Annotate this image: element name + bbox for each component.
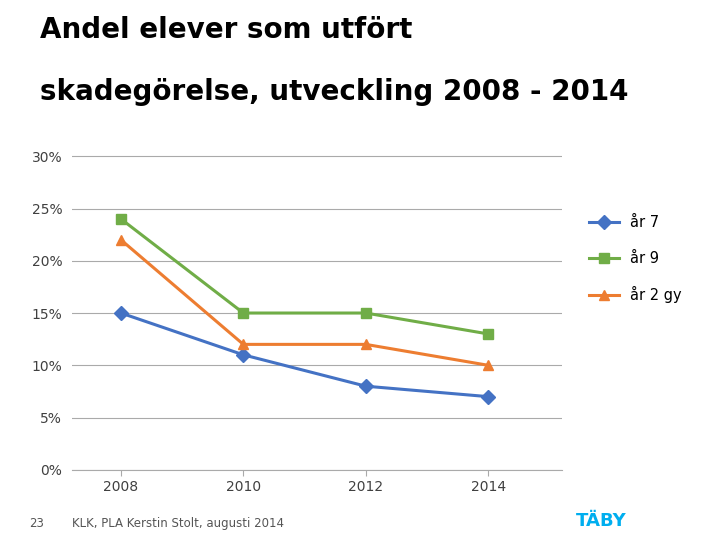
Text: 23: 23 [29, 517, 44, 530]
år 2 gy [361, 341, 370, 348]
år 2 gy [117, 237, 125, 243]
år 9 [484, 330, 492, 337]
Text: TÄBY: TÄBY [576, 512, 626, 530]
år 9 [361, 310, 370, 316]
år 2 gy [239, 341, 248, 348]
år 7 [361, 383, 370, 389]
Text: skadegörelse, utveckling 2008 - 2014: skadegörelse, utveckling 2008 - 2014 [40, 78, 628, 106]
år 7 [484, 394, 492, 400]
år 9 [117, 215, 125, 222]
år 7 [239, 352, 248, 358]
Line: år 2 gy: år 2 gy [116, 235, 493, 370]
Text: Andel elever som utfört: Andel elever som utfört [40, 16, 412, 44]
Line: år 7: år 7 [116, 308, 493, 402]
år 2 gy [484, 362, 492, 368]
Line: år 9: år 9 [116, 214, 493, 339]
Text: KLK, PLA Kerstin Stolt, augusti 2014: KLK, PLA Kerstin Stolt, augusti 2014 [72, 517, 284, 530]
Legend: år 7, år 9, år 2 gy: år 7, år 9, år 2 gy [584, 210, 688, 309]
år 7 [117, 310, 125, 316]
år 9 [239, 310, 248, 316]
